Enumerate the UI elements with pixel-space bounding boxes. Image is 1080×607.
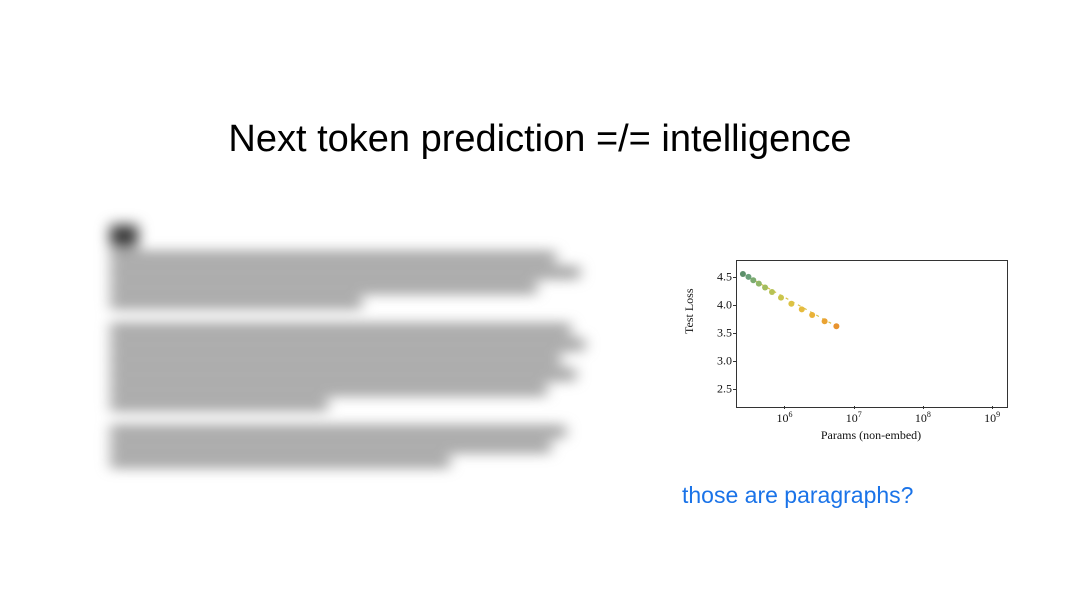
chart-ytick: 2.5 [706, 382, 732, 397]
chart-ytick: 3.5 [706, 326, 732, 341]
chart-ytick: 4.5 [706, 269, 732, 284]
chart-ylabel: Test Loss [682, 289, 697, 335]
blurred-text-block [110, 225, 595, 565]
chart-ytick: 3.0 [706, 354, 732, 369]
annotation-text: those are paragraphs? [682, 482, 913, 509]
chart-xtick: 109 [984, 410, 1000, 426]
chart-xtick: 108 [915, 410, 931, 426]
slide-title: Next token prediction =/= intelligence [0, 118, 1080, 161]
chart-xtick: 107 [846, 410, 862, 426]
chart-ytick: 4.0 [706, 297, 732, 312]
scaling-chart: Test Loss Params (non-embed) 2.5 3.0 3.5 4.… [684, 254, 1014, 444]
chart-xlabel: Params (non-embed) [736, 428, 1006, 443]
chart-plot-area [736, 260, 1008, 408]
chart-xtick: 106 [776, 410, 792, 426]
